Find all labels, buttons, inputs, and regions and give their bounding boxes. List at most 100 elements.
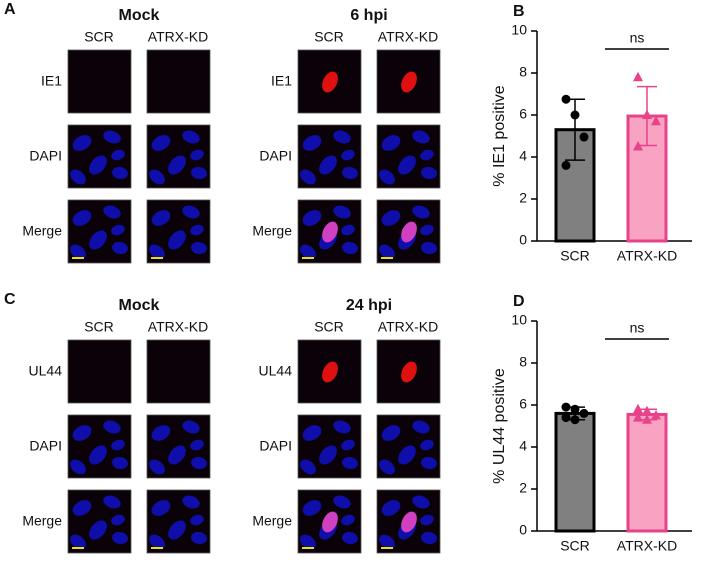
nucleus bbox=[342, 456, 358, 470]
y-tick-label: 2 bbox=[519, 190, 527, 206]
nucleus bbox=[300, 169, 316, 185]
data-point bbox=[633, 403, 643, 414]
data-point bbox=[642, 405, 652, 416]
column-label: ATRX-KD bbox=[148, 319, 208, 335]
nucleus bbox=[398, 445, 416, 465]
nucleus bbox=[421, 456, 437, 470]
infected-nucleus bbox=[322, 511, 338, 533]
data-point bbox=[561, 94, 571, 104]
nucleus bbox=[149, 534, 165, 550]
nucleus bbox=[300, 459, 316, 475]
nucleus bbox=[398, 155, 416, 175]
bar bbox=[554, 411, 596, 533]
panel-letter: B bbox=[513, 3, 525, 20]
nucleus bbox=[112, 456, 128, 470]
nucleus bbox=[191, 166, 207, 180]
micrograph-bg bbox=[146, 49, 211, 114]
nucleus bbox=[190, 439, 204, 451]
nucleus bbox=[333, 130, 351, 144]
data-point bbox=[561, 402, 571, 412]
nucleus bbox=[379, 459, 395, 475]
micrograph bbox=[146, 339, 211, 404]
nucleus bbox=[103, 205, 121, 219]
row-label: IE1 bbox=[271, 73, 292, 89]
data-point bbox=[570, 110, 580, 120]
nucleus bbox=[70, 169, 86, 185]
micrograph bbox=[67, 489, 132, 554]
data-point bbox=[651, 115, 661, 126]
nucleus bbox=[89, 520, 107, 540]
micrograph bbox=[67, 414, 132, 479]
nucleus bbox=[421, 241, 437, 255]
infected-nucleus bbox=[401, 71, 417, 93]
micrograph bbox=[297, 49, 362, 114]
x-tick-label: SCR bbox=[560, 248, 590, 264]
nucleus bbox=[70, 534, 86, 550]
micrograph bbox=[376, 339, 441, 404]
micrograph bbox=[146, 489, 211, 554]
group-title: 24 hpi bbox=[346, 297, 392, 314]
data-point bbox=[633, 141, 643, 151]
nucleus bbox=[72, 425, 92, 441]
data-point bbox=[651, 410, 661, 420]
micrograph bbox=[67, 49, 132, 114]
significance-label: ns bbox=[630, 320, 645, 336]
data-point bbox=[561, 413, 571, 423]
nucleus bbox=[420, 224, 434, 236]
nucleus bbox=[319, 155, 337, 175]
y-tick-label: 0 bbox=[519, 232, 527, 248]
nucleus bbox=[182, 495, 200, 509]
data-point bbox=[642, 109, 652, 119]
nucleus bbox=[412, 420, 430, 434]
row-label: UL44 bbox=[29, 363, 63, 379]
micrograph bbox=[297, 489, 362, 554]
nucleus bbox=[342, 531, 358, 545]
nucleus bbox=[70, 244, 86, 260]
infected-nucleus bbox=[401, 361, 417, 383]
micrograph bbox=[146, 414, 211, 479]
data-point bbox=[561, 160, 571, 170]
column-label: SCR bbox=[84, 319, 114, 335]
micrograph bbox=[376, 489, 441, 554]
nucleus bbox=[302, 210, 322, 226]
infected-nucleus bbox=[322, 71, 338, 93]
nucleus bbox=[149, 244, 165, 260]
micrograph bbox=[67, 124, 132, 189]
nucleus bbox=[72, 135, 92, 151]
nucleus bbox=[412, 130, 430, 144]
nucleus bbox=[341, 514, 355, 526]
group-title: 6 hpi bbox=[350, 7, 387, 24]
nucleus bbox=[342, 241, 358, 255]
micrograph-bg bbox=[67, 339, 132, 404]
nucleus bbox=[149, 459, 165, 475]
nucleus bbox=[420, 514, 434, 526]
y-tick-label: 4 bbox=[519, 148, 527, 164]
nucleus bbox=[89, 445, 107, 465]
significance-label: ns bbox=[630, 30, 645, 46]
nucleus bbox=[190, 149, 204, 161]
nucleus bbox=[103, 130, 121, 144]
nucleus bbox=[381, 135, 401, 151]
data-point bbox=[579, 408, 589, 418]
column-label: SCR bbox=[84, 29, 114, 45]
nucleus bbox=[111, 439, 125, 451]
nucleus bbox=[89, 230, 107, 250]
nucleus bbox=[190, 514, 204, 526]
data-point bbox=[570, 415, 580, 425]
micrograph bbox=[376, 49, 441, 114]
nucleus bbox=[341, 149, 355, 161]
y-tick-label: 4 bbox=[519, 438, 527, 454]
nucleus bbox=[302, 500, 322, 516]
nucleus bbox=[151, 210, 171, 226]
nucleus bbox=[300, 244, 316, 260]
nucleus bbox=[112, 531, 128, 545]
micrograph bbox=[376, 199, 441, 264]
nucleus bbox=[103, 495, 121, 509]
y-axis-label: % IE1 positive bbox=[491, 85, 508, 186]
infected-nucleus bbox=[401, 221, 417, 243]
nucleus bbox=[381, 425, 401, 441]
panel-letter: A bbox=[4, 1, 16, 18]
nucleus bbox=[381, 500, 401, 516]
nucleus bbox=[412, 205, 430, 219]
